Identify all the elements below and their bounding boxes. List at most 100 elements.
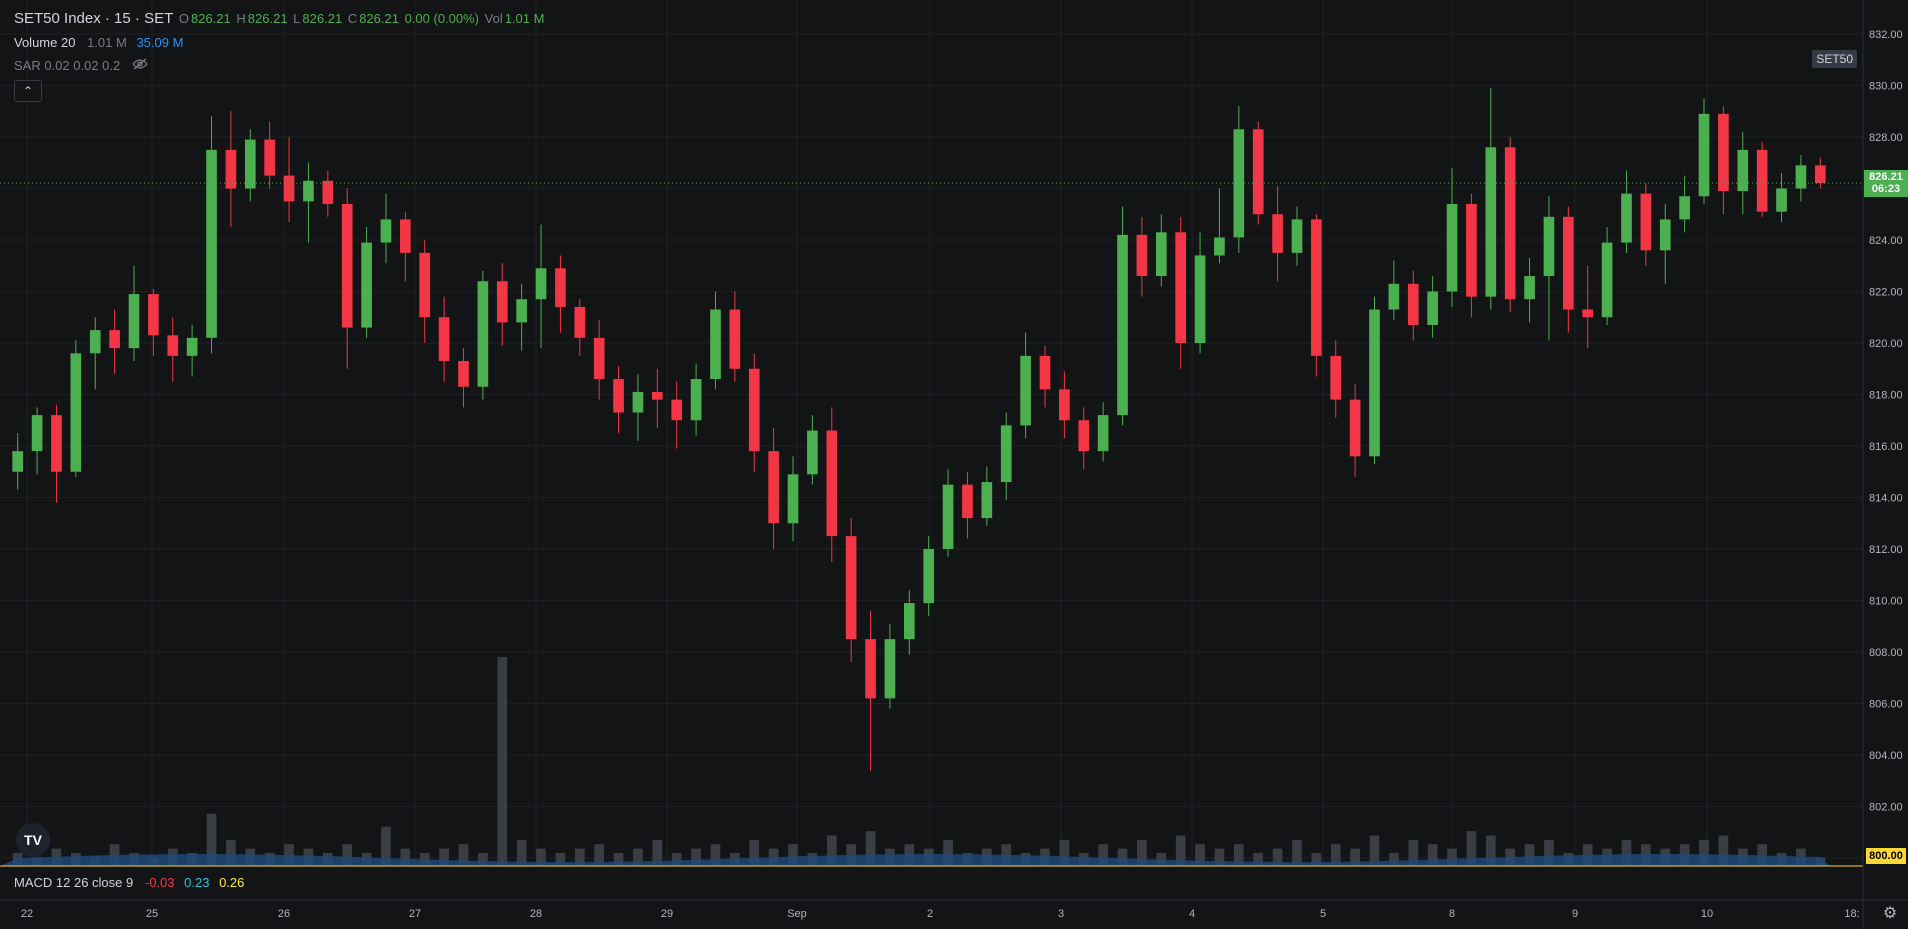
volume-bar: [381, 826, 391, 866]
chevron-up-icon: ⌃: [22, 84, 34, 98]
volume-bar: [574, 848, 585, 866]
volume-bar: [206, 813, 217, 866]
candle-body: [264, 139, 276, 176]
candle-body: [1621, 193, 1632, 243]
settings-gear-icon[interactable]: ⚙: [1882, 905, 1898, 922]
volume-indicator-legend[interactable]: Volume 20 1.01 M 35.09 M: [14, 35, 185, 50]
symbol-legend: SET50 Index · 15 · SET O 826.21 H 826.21 L…: [14, 10, 546, 27]
candle-body: [167, 335, 179, 356]
volume-bar: [458, 844, 469, 866]
candle-body: [109, 330, 120, 349]
volume-bar: [1059, 839, 1070, 866]
candle-body: [1000, 425, 1012, 483]
volume-bar: [1369, 835, 1380, 866]
volume-bar: [400, 848, 411, 866]
candle-body: [31, 415, 43, 452]
volume-bar: [1718, 835, 1729, 866]
candle-body: [477, 281, 489, 387]
candle-body: [535, 268, 547, 300]
price-tick-label: 830.00: [1869, 81, 1903, 93]
volume-bar: [1137, 839, 1147, 866]
time-tick-label: 3: [1058, 908, 1064, 920]
candle-body: [1718, 113, 1729, 192]
volume-bar: [1311, 852, 1322, 866]
price-tick-label: 828.00: [1869, 132, 1903, 144]
candle-body: [555, 268, 566, 307]
time-axis: 22 25 26 27 28 29 Sep 2 3 4 5 8 9 10 18:: [21, 908, 1860, 920]
candle-body: [70, 353, 82, 472]
tradingview-logo[interactable]: TV: [16, 823, 50, 857]
volume-bar: [1214, 848, 1225, 866]
time-tick-label: 8: [1449, 908, 1455, 920]
candle-body: [341, 203, 353, 328]
time-tick-label: 10: [1701, 908, 1713, 920]
candle-body: [1369, 309, 1380, 457]
candle-body: [903, 603, 915, 640]
price-tick-label: 822.00: [1869, 287, 1903, 299]
volume-bar: [943, 839, 953, 866]
time-tick-label: 5: [1320, 908, 1326, 920]
candle-body: [1233, 129, 1245, 238]
vol-label: Vol: [484, 11, 503, 26]
candle-body: [1427, 291, 1438, 325]
time-tick-label: 9: [1572, 908, 1578, 920]
candle-body: [89, 330, 101, 354]
current-price-value: 826.21: [1869, 171, 1903, 184]
candle-body: [710, 309, 721, 380]
price-tick-label: 810.00: [1869, 596, 1903, 608]
candle-body: [1117, 234, 1128, 416]
collapse-legend-button[interactable]: ⌃: [14, 80, 42, 102]
volume-bar: [865, 831, 876, 866]
candle-body: [1291, 219, 1303, 253]
candle-body: [1349, 399, 1361, 457]
macd-value-1: -0.03: [144, 875, 175, 890]
time-tick-label: 26: [278, 908, 290, 920]
volume-moving-average-area: [0, 854, 1830, 866]
volume-bar: [439, 848, 449, 866]
sar-indicator-label: SAR 0.02 0.02 0.2: [14, 58, 121, 73]
open-label: O: [178, 11, 189, 26]
volume-bar: [1427, 844, 1438, 866]
candle-body: [768, 451, 779, 524]
price-tick-label: 832.00: [1869, 29, 1903, 41]
candle-body: [1272, 214, 1283, 253]
candle-body: [12, 451, 24, 472]
price-tick-label: 802.00: [1869, 802, 1903, 814]
volume-bar: [691, 848, 701, 866]
time-tick-label: 28: [530, 908, 542, 920]
time-tick-label: 4: [1189, 908, 1195, 920]
time-tick-label: 22: [21, 908, 33, 920]
candle-body: [419, 252, 431, 318]
candle-body: [225, 149, 237, 189]
eye-off-icon[interactable]: [132, 58, 148, 73]
volume-bar: [1253, 852, 1264, 866]
close-label: C: [347, 11, 358, 26]
volume-bar: [478, 852, 488, 866]
symbol-title[interactable]: SET50 Index · 15 · SET: [14, 10, 174, 27]
candle-body: [923, 549, 935, 604]
volume-bar: [1389, 852, 1399, 866]
candle-body: [1698, 113, 1710, 197]
close-value: 826.21: [359, 11, 399, 26]
volume-bar: [1330, 844, 1341, 866]
candle-body: [303, 180, 314, 202]
volume-bar: [1292, 839, 1302, 866]
volume-bar: [1699, 839, 1709, 866]
candle-body: [1020, 355, 1031, 426]
candle-body: [613, 379, 624, 413]
volume-bar: [1544, 839, 1554, 866]
sar-indicator-legend[interactable]: SAR 0.02 0.02 0.2: [14, 58, 150, 73]
candle-body: [1814, 165, 1826, 184]
vol-value: 1.01 M: [504, 11, 545, 26]
volume-bar: [1447, 848, 1457, 866]
candle-body: [516, 299, 527, 323]
current-price-label: 826.21 06:23: [1864, 170, 1908, 198]
time-tick-label: Sep: [787, 908, 807, 920]
candle-body: [632, 391, 644, 413]
macd-legend[interactable]: MACD 12 26 close 9 -0.03 0.23 0.26: [14, 875, 246, 890]
volume-bar: [671, 852, 682, 866]
candle-body: [1446, 203, 1458, 292]
candle-body: [1504, 147, 1516, 300]
candle-body: [361, 242, 372, 328]
